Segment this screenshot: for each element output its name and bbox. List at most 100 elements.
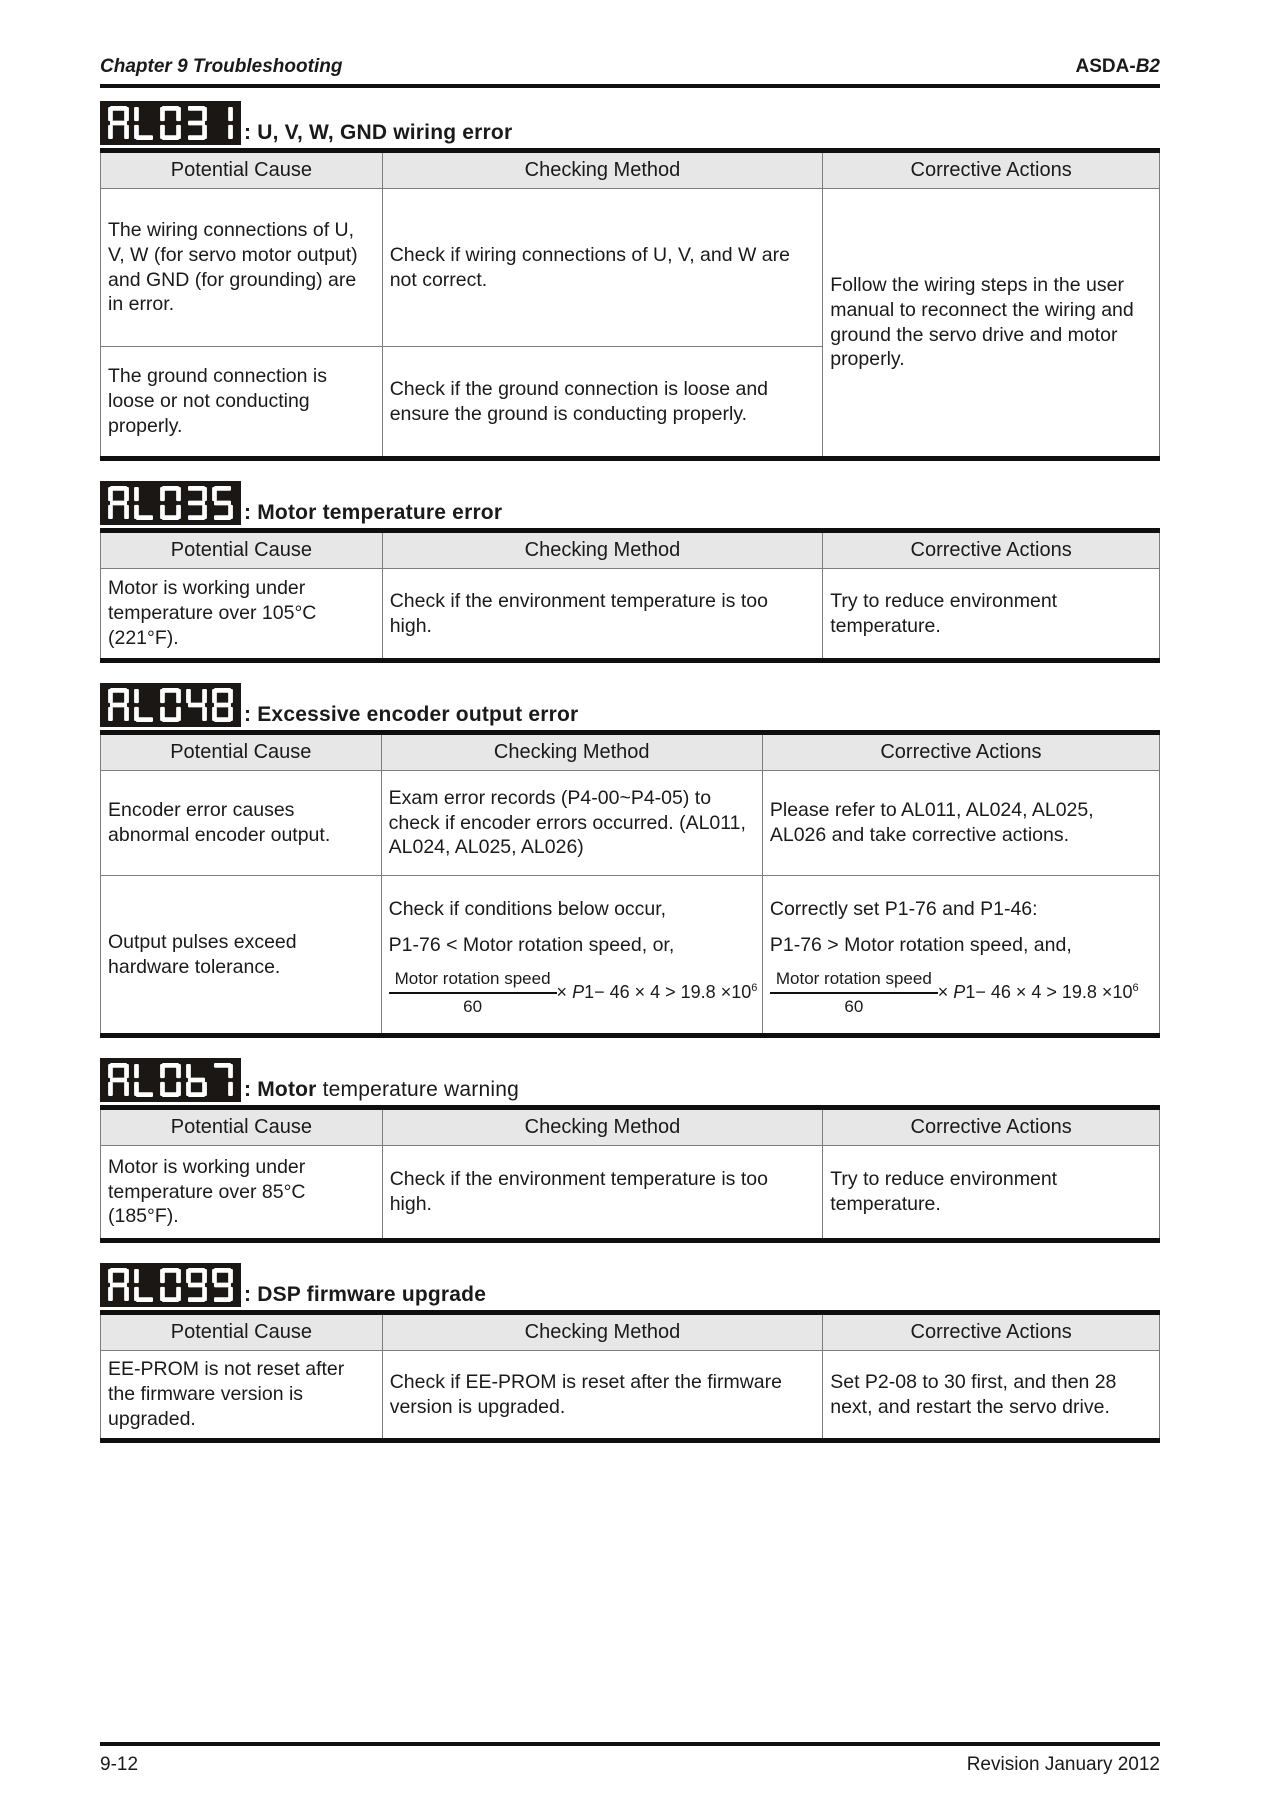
fraction: Motor rotation speed 60 xyxy=(388,968,557,1018)
table-row: The ground connection is loose or not co… xyxy=(100,346,1160,459)
column-header-cause: Potential Cause xyxy=(100,1107,383,1146)
seven-segment-code-al048 xyxy=(100,683,241,727)
alarm-section-al048-heading: : Excessive encoder output error xyxy=(100,683,1160,727)
product-name: ASDA-B2 xyxy=(1076,56,1160,78)
column-header-corrective: Corrective Actions xyxy=(822,530,1160,569)
table-row: Output pulses exceed hardware tolerance.… xyxy=(100,875,1161,1036)
alarm-section-al067-heading: : Motor temperature warning xyxy=(100,1058,1160,1102)
checking-cell: Check if wiring connections of U, V, and… xyxy=(381,188,824,347)
corrective-cell: Set P2-08 to 30 first, and then 28 next,… xyxy=(822,1350,1160,1441)
table-row: Motor is working under temperature over … xyxy=(100,568,1160,661)
cause-cell: Output pulses exceed hardware tolerance. xyxy=(100,875,382,1036)
column-header-cause: Potential Cause xyxy=(100,732,382,771)
alarm-caption-bold: : Excessive encoder output error xyxy=(244,702,579,726)
times-sign: × xyxy=(556,982,573,1003)
product-name-italic: B2 xyxy=(1135,56,1160,77)
table-row: Encoder error causes abnormal encoder ou… xyxy=(100,770,1161,876)
page-header: Chapter 9 Troubleshooting ASDA-B2 xyxy=(100,56,1160,88)
formula: Motor rotation speed 60 × P1− 46 × 4 > 19… xyxy=(388,968,758,1018)
formula-expression: × P1− 46 × 4 > 19.8 ×106 xyxy=(557,981,758,1004)
formula-body: 1− 46 × 4 > 19.8 ×10 xyxy=(584,982,752,1003)
table-row: The wiring connections of U, V, W (for s… xyxy=(100,188,1160,459)
fraction-denominator: 60 xyxy=(844,996,864,1016)
column-header-checking: Checking Method xyxy=(381,530,824,569)
checking-cell: Exam error records (P4-00~P4-05) to chec… xyxy=(380,770,763,876)
cause-cell: EE-PROM is not reset after the firmware … xyxy=(100,1350,383,1441)
corrective-cell: Please refer to AL011, AL024, AL025, AL0… xyxy=(761,770,1161,876)
formula-exponent: 6 xyxy=(1132,982,1139,995)
alarm-section-al031-heading: : U, V, W, GND wiring error xyxy=(100,101,1160,145)
cause-cell: The ground connection is loose or not co… xyxy=(100,346,383,459)
checking-cell: Check if the environment temperature is … xyxy=(381,568,824,661)
alarm-caption: : DSP firmware upgrade xyxy=(244,1282,487,1307)
checking-cell: Check if EE-PROM is reset after the firm… xyxy=(381,1350,824,1441)
checking-condition-line: P1-76 < Motor rotation speed, or, xyxy=(388,933,675,956)
column-header-corrective: Corrective Actions xyxy=(822,1312,1160,1351)
alarm-caption-bold: : DSP firmware upgrade xyxy=(244,1282,487,1306)
cause-cell: The wiring connections of U, V, W (for s… xyxy=(100,188,383,347)
checking-condition-line: Check if conditions below occur, xyxy=(388,897,667,920)
column-header-checking: Checking Method xyxy=(381,150,824,189)
fraction-denominator: 60 xyxy=(463,996,483,1016)
cause-cell: Encoder error causes abnormal encoder ou… xyxy=(100,770,382,876)
corrective-cell: Follow the wiring steps in the user manu… xyxy=(822,188,1160,459)
product-name-plain: ASDA- xyxy=(1075,56,1136,77)
formula-exponent: 6 xyxy=(751,982,758,995)
alarm-caption: : U, V, W, GND wiring error xyxy=(244,120,513,145)
corrective-cell: Try to reduce environment temperature. xyxy=(822,1145,1160,1241)
formula-variable: P xyxy=(953,982,966,1003)
revision-note: Revision January 2012 xyxy=(966,1754,1160,1775)
column-header-corrective: Corrective Actions xyxy=(822,150,1160,189)
column-header-checking: Checking Method xyxy=(380,732,763,771)
alarm-caption-bold: : Motor temperature error xyxy=(244,500,503,524)
seven-segment-code-al099 xyxy=(100,1263,241,1307)
cause-cell: Motor is working under temperature over … xyxy=(100,1145,383,1241)
column-header-cause: Potential Cause xyxy=(100,530,383,569)
troubleshooting-table-al035: Potential Cause Checking Method Correcti… xyxy=(100,528,1160,663)
seven-segment-code-al031 xyxy=(100,101,241,145)
alarm-caption-bold: : U, V, W, GND wiring error xyxy=(244,120,513,144)
corrective-condition-line: Correctly set P1-76 and P1-46: xyxy=(769,897,1038,920)
page-content: Chapter 9 Troubleshooting ASDA-B2 : U, V… xyxy=(100,56,1161,1443)
times-sign: × xyxy=(937,982,954,1003)
corrective-cell: Try to reduce environment temperature. xyxy=(822,568,1160,661)
troubleshooting-table-al067: Potential Cause Checking Method Correcti… xyxy=(100,1105,1160,1243)
troubleshooting-table-al048: Potential Cause Checking Method Correcti… xyxy=(100,730,1161,1038)
table-row: EE-PROM is not reset after the firmware … xyxy=(100,1350,1160,1441)
column-header-cause: Potential Cause xyxy=(100,150,383,189)
table-row: Motor is working under temperature over … xyxy=(100,1145,1160,1241)
page-footer: 9-12 Revision January 2012 xyxy=(100,1742,1160,1776)
troubleshooting-table-al031: Potential Cause Checking Method Correcti… xyxy=(100,148,1160,461)
fraction-numerator: Motor rotation speed xyxy=(388,968,557,994)
column-header-checking: Checking Method xyxy=(381,1312,824,1351)
formula-expression: × P1− 46 × 4 > 19.8 ×106 xyxy=(938,981,1139,1004)
formula-variable: P xyxy=(572,982,585,1003)
corrective-condition-line: P1-76 > Motor rotation speed, and, xyxy=(769,933,1072,956)
checking-cell: Check if the ground connection is loose … xyxy=(381,346,824,459)
seven-segment-code-al067 xyxy=(100,1058,241,1102)
column-header-checking: Checking Method xyxy=(381,1107,824,1146)
troubleshooting-table-al099: Potential Cause Checking Method Correcti… xyxy=(100,1310,1160,1443)
seven-segment-code-al035 xyxy=(100,481,241,525)
fraction: Motor rotation speed 60 xyxy=(769,968,938,1018)
cause-cell: Motor is working under temperature over … xyxy=(100,568,383,661)
column-header-corrective: Corrective Actions xyxy=(761,732,1161,771)
checking-cell: Check if the environment temperature is … xyxy=(381,1145,824,1241)
column-header-cause: Potential Cause xyxy=(100,1312,383,1351)
alarm-caption-regular: temperature warning xyxy=(316,1077,519,1101)
alarm-caption: : Motor temperature warning xyxy=(244,1077,519,1102)
alarm-section-al099-heading: : DSP firmware upgrade xyxy=(100,1263,1160,1307)
corrective-cell: Correctly set P1-76 and P1-46: P1-76 > M… xyxy=(761,875,1161,1036)
checking-cell: Check if conditions below occur, P1-76 <… xyxy=(380,875,763,1036)
column-header-corrective: Corrective Actions xyxy=(822,1107,1160,1146)
formula: Motor rotation speed 60 × P1− 46 × 4 > 19… xyxy=(769,968,1152,1018)
fraction-numerator: Motor rotation speed xyxy=(769,968,938,994)
alarm-section-al035-heading: : Motor temperature error xyxy=(100,481,1160,525)
formula-body: 1− 46 × 4 > 19.8 ×10 xyxy=(965,982,1133,1003)
alarm-caption: : Excessive encoder output error xyxy=(244,702,579,727)
alarm-caption: : Motor temperature error xyxy=(244,500,503,525)
chapter-title: Chapter 9 Troubleshooting xyxy=(100,56,343,77)
alarm-caption-bold: : Motor xyxy=(244,1077,317,1101)
page-number: 9-12 xyxy=(100,1754,139,1775)
